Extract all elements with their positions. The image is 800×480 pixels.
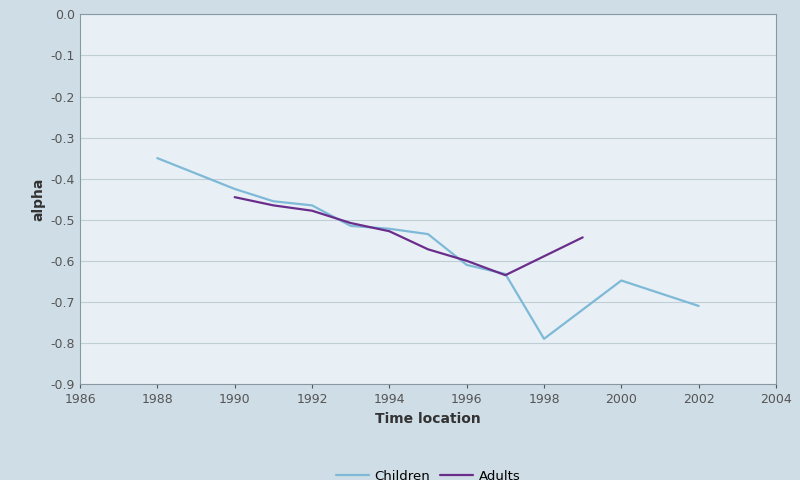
Adults bbox=[462, 258, 471, 264]
Children bbox=[385, 226, 394, 232]
Adults bbox=[501, 272, 510, 278]
Adults bbox=[269, 203, 278, 208]
Children bbox=[346, 223, 355, 229]
Children bbox=[617, 277, 626, 283]
Adults bbox=[230, 194, 239, 200]
Children bbox=[230, 186, 239, 192]
Y-axis label: alpha: alpha bbox=[31, 178, 45, 221]
Children bbox=[462, 262, 471, 268]
Line: Adults: Adults bbox=[234, 197, 582, 275]
Children bbox=[423, 231, 433, 237]
Adults bbox=[578, 235, 587, 240]
Children bbox=[501, 271, 510, 277]
Children bbox=[153, 155, 162, 161]
Children bbox=[539, 336, 549, 342]
Adults bbox=[385, 228, 394, 234]
Adults bbox=[346, 220, 355, 226]
Line: Children: Children bbox=[158, 158, 698, 339]
Children bbox=[307, 203, 317, 208]
X-axis label: Time location: Time location bbox=[375, 411, 481, 426]
Adults bbox=[423, 246, 433, 252]
Adults bbox=[307, 208, 317, 214]
Children bbox=[694, 303, 703, 309]
Legend: Children, Adults: Children, Adults bbox=[330, 465, 526, 480]
Children bbox=[269, 198, 278, 204]
